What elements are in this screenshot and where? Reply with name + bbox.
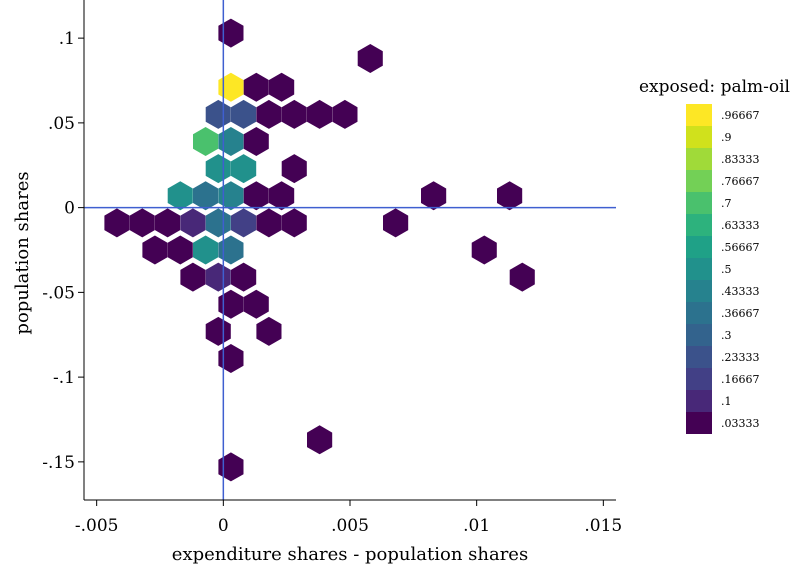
hex-bin-32	[383, 208, 409, 238]
hex-bin-31	[281, 208, 307, 238]
hex-bin-19	[218, 181, 244, 211]
legend: exposed: palm-oil .96667 .9 .83333 .76667 .7…	[639, 77, 790, 434]
legend-label: .9	[721, 131, 732, 144]
hex-bin-15	[231, 154, 257, 184]
hex-bin-35	[193, 235, 219, 265]
hex-bin-5	[205, 99, 231, 129]
axes: -.005 0 .005 .01 .015 -.15 -.1 -.05 0 .05 .1	[42, 0, 622, 536]
hex-bin-29	[231, 208, 257, 238]
legend-swatch	[686, 148, 712, 170]
legend-swatch	[686, 126, 712, 148]
hex-bin-14	[205, 154, 231, 184]
hex-bin-37	[471, 235, 497, 265]
legend-label: .83333	[721, 153, 760, 166]
x-tick-label: .015	[584, 516, 622, 536]
legend-label: .43333	[721, 285, 760, 298]
legend-swatch	[686, 192, 712, 214]
legend-label: .7	[721, 197, 732, 210]
legend-swatch	[686, 302, 712, 324]
legend-label: .16667	[721, 373, 760, 386]
legend-title: exposed: palm-oil	[639, 77, 790, 97]
hex-bin-44	[205, 316, 231, 346]
y-tick-label: 0	[64, 199, 75, 219]
hex-bin-30	[256, 208, 282, 238]
legend-swatch	[686, 170, 712, 192]
x-tick-label: -.005	[75, 516, 119, 536]
y-tick-label: -.05	[42, 283, 75, 303]
hex-bin-21	[269, 181, 295, 211]
hex-bin-6	[231, 99, 257, 129]
x-axis-title: expenditure shares - population shares	[172, 544, 528, 565]
legend-label: .1	[721, 395, 732, 408]
hex-bin-17	[167, 181, 193, 211]
hex-bin-48	[218, 452, 244, 482]
legend-swatch	[686, 214, 712, 236]
hex-bin-41	[509, 262, 535, 292]
hex-bin-1	[357, 44, 383, 73]
hex-bin-24	[104, 208, 130, 238]
hex-bin-33	[142, 235, 168, 265]
legend-swatch	[686, 390, 712, 412]
hex-bin-46	[218, 344, 244, 373]
y-axis-title: population shares	[12, 171, 33, 334]
hex-bin-7	[256, 99, 282, 129]
hex-bin-20	[243, 181, 269, 211]
hex-bin-45	[256, 316, 282, 346]
legend-swatch	[686, 280, 712, 302]
hex-bin-23	[497, 181, 523, 211]
legend-label: .76667	[721, 175, 760, 188]
legend-label: .5	[721, 263, 732, 276]
legend-swatch	[686, 258, 712, 280]
hex-bin-11	[193, 127, 219, 156]
x-tick-label: .005	[331, 516, 369, 536]
legend-swatch	[686, 236, 712, 258]
x-tick-label: 0	[218, 516, 229, 536]
hex-bin-40	[231, 262, 257, 292]
hex-bin-28	[205, 208, 231, 238]
reference-lines	[84, 0, 616, 500]
hex-bin-0	[218, 18, 244, 48]
hex-bin-36	[218, 235, 244, 265]
legend-label: .3	[721, 329, 732, 342]
hex-bin-10	[332, 99, 358, 129]
hex-bin-25	[129, 208, 155, 238]
hex-bin-47	[307, 425, 333, 455]
hex-bin-27	[180, 208, 206, 238]
legend-label: .23333	[721, 351, 760, 364]
hex-bin-39	[205, 262, 231, 292]
hex-bin-3	[243, 72, 269, 102]
legend-label: .96667	[721, 109, 760, 122]
hex-bin-8	[281, 99, 307, 129]
hex-bin-43	[243, 289, 269, 319]
hex-bin-2	[218, 72, 244, 102]
legend-swatch	[686, 346, 712, 368]
legend-swatch	[686, 104, 712, 126]
legend-label: .56667	[721, 241, 760, 254]
hex-bin-34	[167, 235, 193, 265]
legend-label: .63333	[721, 219, 760, 232]
hex-bin-4	[269, 72, 295, 102]
hex-bin-18	[193, 181, 219, 211]
legend-label: .03333	[721, 417, 760, 430]
hex-bin-13	[243, 127, 269, 156]
legend-swatch	[686, 324, 712, 346]
legend-swatch	[686, 412, 712, 434]
hex-bin-26	[155, 208, 181, 238]
hex-bin-12	[218, 127, 244, 156]
hex-bin-22	[421, 181, 447, 211]
y-tick-label: -.1	[53, 368, 75, 388]
x-tick-label: .01	[463, 516, 490, 536]
hex-layer	[104, 18, 535, 482]
legend-swatch	[686, 368, 712, 390]
y-tick-label: .1	[59, 29, 75, 49]
hex-bin-9	[307, 99, 333, 129]
hex-bin-42	[218, 289, 244, 319]
y-tick-label: -.15	[42, 453, 75, 473]
legend-label: .36667	[721, 307, 760, 320]
y-tick-label: .05	[48, 114, 75, 134]
hex-bin-38	[180, 262, 206, 292]
hex-bin-16	[281, 154, 307, 184]
